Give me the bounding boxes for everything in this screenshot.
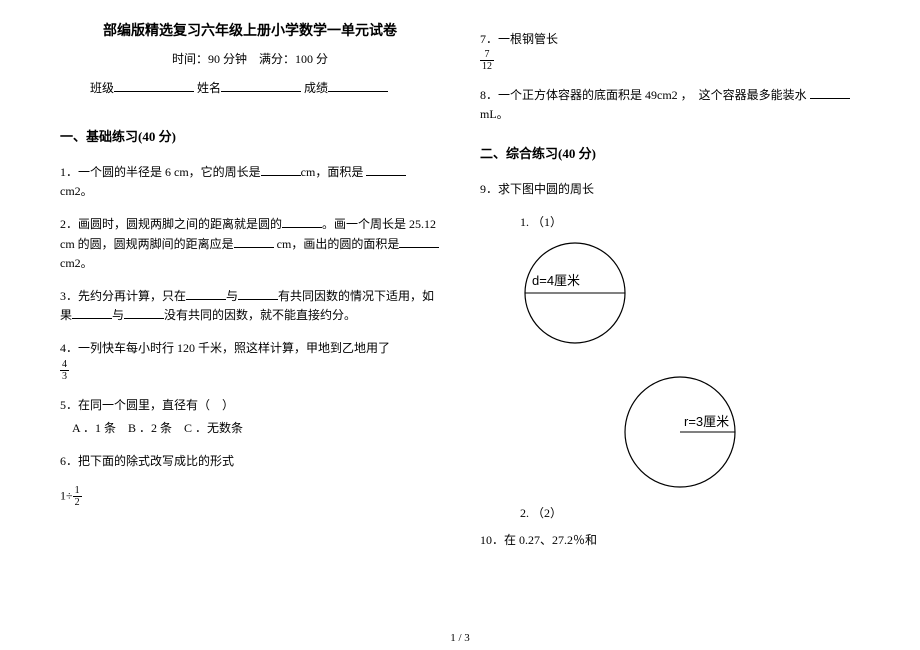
q2-text-d: cm2。 [60, 256, 93, 270]
q4-fraction: 4 3 [60, 359, 69, 382]
page-number: 1 / 3 [0, 632, 920, 644]
q4-frac-den: 3 [60, 371, 69, 382]
q9-sub1-label: 1. （1） [480, 213, 860, 230]
q4-text-a: 4．一列快车每小时行 120 千米，照这样计算，甲地到乙地用了 [60, 339, 440, 358]
section1-title: 一、基础练习(40 分) [60, 126, 440, 145]
question-2: 2．画圆时，圆规两脚之间的距离就是圆的。画一个周长是 25.12 cm 的圆，圆… [60, 215, 440, 273]
q3-text-b: 与 [226, 289, 238, 303]
question-6: 6．把下面的除式改写成比的形式 [60, 452, 440, 471]
q3-text-a: 3．先约分再计算，只在 [60, 289, 186, 303]
name-blank [221, 79, 301, 92]
question-4: 4．一列快车每小时行 120 千米，照这样计算，甲地到乙地用了 4 3 [60, 339, 440, 381]
q4-frac-num: 4 [60, 359, 69, 371]
circle2-figure: r=3厘米 [620, 372, 860, 496]
q9-text-a: 9．求下图中圆的周长 [480, 180, 860, 199]
q6-frac-num: 1 [73, 485, 82, 497]
q1-text-b: cm，面积是 [301, 165, 364, 179]
class-label: 班级 [90, 81, 114, 95]
q1-blank2 [366, 163, 406, 176]
circle1-label: d=4厘米 [532, 273, 580, 288]
q9-sub2-label: 2. （2） [480, 504, 860, 521]
page: 部编版精选复习六年级上册小学数学一单元试卷 时间：90 分钟 满分：100 分 … [0, 0, 920, 650]
q3-blank3 [72, 306, 112, 319]
q8-text-b: mL。 [480, 107, 509, 121]
q2-text-c: cm，画出的圆的面积是 [274, 237, 400, 251]
class-blank [114, 79, 194, 92]
question-9: 9．求下图中圆的周长 [480, 180, 860, 199]
question-10: 10．在 0.27、27.2％和 [480, 531, 860, 550]
right-column: 7．一根钢管长 7 12 8．一个正方体容器的底面积是 49cm2 ， 这个容器… [460, 20, 880, 650]
question-7: 7．一根钢管长 7 12 [480, 30, 860, 72]
q7-frac-num: 7 [480, 49, 494, 61]
q6-text-a: 6．把下面的除式改写成比的形式 [60, 452, 440, 471]
q2-text-a: 2．画圆时，圆规两脚之间的距离就是圆的 [60, 217, 282, 231]
q6-frac-den: 2 [73, 497, 82, 508]
question-5: 5．在同一个圆里，直径有（ ） A ．1 条 B ．2 条 C ．无数条 [60, 396, 440, 438]
name-label: 姓名 [197, 81, 221, 95]
q7-frac-den: 12 [480, 61, 494, 72]
circle2-svg: r=3厘米 [620, 372, 750, 492]
question-1: 1．一个圆的半径是 6 cm，它的周长是 cm，面积是 cm2。 [60, 163, 440, 201]
question-3: 3．先约分再计算，只在与有共同因数的情况下适用，如果与没有共同的因数，就不能直接… [60, 287, 440, 325]
q5-text-a: 5．在同一个圆里，直径有（ ） [60, 396, 440, 415]
q6-fraction: 1 2 [73, 485, 82, 508]
q7-text-a: 7．一根钢管长 [480, 30, 860, 49]
q5-options: A ．1 条 B ．2 条 C ．无数条 [60, 419, 440, 438]
left-column: 部编版精选复习六年级上册小学数学一单元试卷 时间：90 分钟 满分：100 分 … [40, 20, 460, 650]
circle1-svg: d=4厘米 [520, 238, 630, 348]
q6-expression: 1÷ 1 2 [60, 485, 440, 508]
doc-title: 部编版精选复习六年级上册小学数学一单元试卷 [60, 20, 440, 40]
score-blank [328, 79, 388, 92]
q1-text-c: cm2。 [60, 184, 93, 198]
q3-text-e: 没有共同的因数，就不能直接约分。 [164, 308, 356, 322]
score-label: 成绩 [304, 81, 328, 95]
q7-fraction: 7 12 [480, 49, 494, 72]
q1-text-a: 1．一个圆的半径是 6 cm，它的周长是 [60, 165, 261, 179]
student-info-line: 班级 姓名 成绩 [60, 79, 440, 96]
q2-blank1 [282, 215, 322, 228]
time-score-line: 时间：90 分钟 满分：100 分 [60, 50, 440, 67]
circle1-figure: d=4厘米 [520, 238, 860, 352]
q2-blank2 [234, 235, 274, 248]
q3-blank1 [186, 287, 226, 300]
q8-text-a: 8．一个正方体容器的底面积是 49cm2 ， 这个容器最多能装水 [480, 88, 807, 102]
q1-blank1 [261, 163, 301, 176]
q6-expr-a: 1÷ [60, 488, 73, 502]
q8-blank [810, 86, 850, 99]
section2-title: 二、综合练习(40 分) [480, 143, 860, 162]
q3-blank4 [124, 306, 164, 319]
circle2-label: r=3厘米 [684, 414, 729, 429]
q3-text-d: 与 [112, 308, 124, 322]
q3-blank2 [238, 287, 278, 300]
q2-blank3 [399, 235, 439, 248]
q10-text-a: 10．在 0.27、27.2％和 [480, 533, 597, 547]
question-8: 8．一个正方体容器的底面积是 49cm2 ， 这个容器最多能装水 mL。 [480, 86, 860, 124]
